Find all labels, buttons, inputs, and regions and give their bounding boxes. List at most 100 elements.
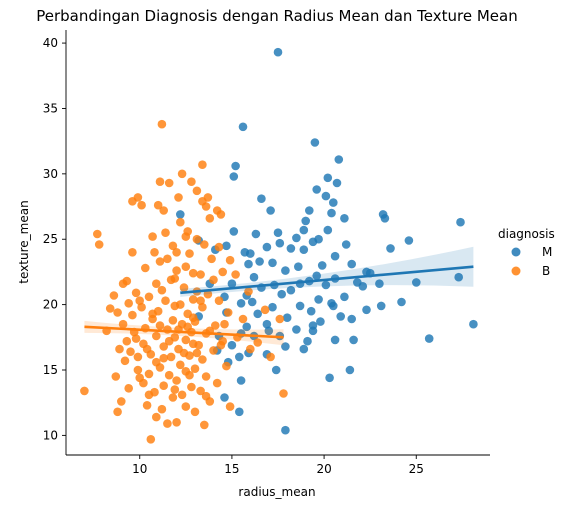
data-point-b bbox=[150, 248, 159, 257]
data-point-b bbox=[177, 390, 187, 400]
data-point-m bbox=[235, 352, 244, 362]
data-point-b bbox=[176, 360, 185, 370]
data-point-b bbox=[198, 160, 207, 169]
data-point-m bbox=[292, 325, 301, 334]
data-point-m bbox=[281, 425, 290, 435]
data-point-b bbox=[205, 214, 215, 223]
x-tick-label: 10 bbox=[132, 462, 147, 476]
data-point-b bbox=[124, 299, 133, 308]
data-point-b bbox=[146, 435, 156, 444]
data-point-b bbox=[207, 254, 216, 264]
data-point-b bbox=[187, 177, 196, 186]
data-point-m bbox=[238, 122, 248, 132]
data-point-b bbox=[209, 275, 218, 285]
data-point-b bbox=[155, 257, 165, 266]
data-point-m bbox=[176, 210, 185, 219]
y-axis-ticks: 10 15 20 25 30 35 40 bbox=[43, 36, 66, 442]
data-point-b bbox=[157, 285, 167, 295]
data-point-m bbox=[262, 242, 272, 252]
confidence-band-m bbox=[180, 246, 474, 297]
data-point-b bbox=[161, 228, 170, 237]
data-point-b bbox=[185, 249, 194, 258]
data-point-b bbox=[118, 319, 128, 329]
data-point-b bbox=[253, 338, 262, 347]
data-point-b bbox=[192, 186, 202, 196]
data-point-b bbox=[203, 289, 213, 299]
data-point-b bbox=[144, 369, 154, 379]
data-point-m bbox=[376, 301, 386, 311]
data-point-m bbox=[336, 312, 346, 321]
y-tick-label: 40 bbox=[43, 36, 58, 50]
data-point-b bbox=[190, 407, 200, 417]
data-point-m bbox=[295, 301, 305, 311]
data-point-b bbox=[188, 313, 198, 323]
data-point-m bbox=[235, 407, 244, 417]
regression-line-b bbox=[84, 325, 284, 339]
data-point-m bbox=[345, 365, 355, 375]
data-point-m bbox=[229, 172, 239, 181]
data-point-m bbox=[314, 295, 323, 304]
y-tick-label: 30 bbox=[43, 167, 58, 181]
data-point-b bbox=[190, 364, 200, 374]
x-axis-label: radius_mean bbox=[238, 485, 315, 499]
data-point-b bbox=[201, 202, 211, 211]
data-point-b bbox=[225, 402, 235, 411]
data-point-b bbox=[152, 279, 161, 289]
x-axis-ticks: 10 15 20 25 bbox=[132, 455, 424, 476]
data-point-m bbox=[325, 373, 334, 383]
data-point-b bbox=[109, 291, 119, 300]
data-point-m bbox=[227, 340, 237, 350]
data-point-m bbox=[362, 305, 371, 315]
data-point-b bbox=[172, 248, 181, 257]
data-point-m bbox=[247, 297, 257, 307]
data-point-m bbox=[282, 313, 292, 323]
data-point-b bbox=[124, 384, 133, 393]
data-point-m bbox=[310, 138, 320, 147]
data-point-b bbox=[231, 270, 240, 279]
data-point-m bbox=[404, 236, 414, 245]
data-point-b bbox=[223, 308, 233, 317]
data-point-b bbox=[200, 420, 209, 430]
data-point-m bbox=[227, 279, 237, 289]
data-point-b bbox=[168, 241, 178, 251]
data-point-b bbox=[198, 302, 207, 312]
data-point-b bbox=[209, 346, 218, 355]
data-point-m bbox=[349, 335, 358, 345]
data-point-b bbox=[183, 322, 192, 332]
data-point-m bbox=[273, 228, 283, 237]
data-point-b bbox=[170, 274, 180, 283]
data-point-m bbox=[321, 191, 331, 201]
data-point-b bbox=[155, 177, 165, 186]
data-point-b bbox=[170, 385, 180, 394]
legend-label-b: B bbox=[542, 264, 550, 278]
data-point-m bbox=[262, 319, 272, 329]
data-point-m bbox=[323, 173, 333, 183]
data-point-b bbox=[159, 381, 168, 391]
data-point-b bbox=[168, 316, 178, 325]
data-point-m bbox=[340, 292, 349, 302]
data-point-m bbox=[306, 306, 316, 316]
data-point-m bbox=[236, 376, 246, 385]
data-point-m bbox=[264, 326, 274, 336]
data-point-b bbox=[128, 197, 137, 206]
regression-line-m bbox=[180, 265, 474, 295]
data-point-b bbox=[166, 352, 176, 362]
data-point-m bbox=[334, 155, 344, 164]
x-tick-label: 20 bbox=[316, 462, 331, 476]
y-tick-label: 20 bbox=[43, 298, 58, 312]
data-point-b bbox=[179, 348, 189, 358]
data-point-b bbox=[181, 335, 191, 345]
data-point-b bbox=[279, 389, 288, 398]
data-point-m bbox=[308, 326, 318, 336]
y-tick-label: 35 bbox=[43, 101, 58, 115]
data-point-b bbox=[170, 301, 180, 311]
data-point-m bbox=[231, 161, 240, 171]
data-point-m bbox=[246, 249, 255, 258]
data-point-b bbox=[111, 372, 121, 381]
data-point-m bbox=[253, 309, 262, 319]
data-point-b bbox=[159, 353, 168, 363]
data-point-b bbox=[216, 210, 226, 219]
data-point-m bbox=[303, 336, 312, 346]
data-point-b bbox=[168, 393, 178, 402]
data-point-m bbox=[281, 266, 290, 275]
